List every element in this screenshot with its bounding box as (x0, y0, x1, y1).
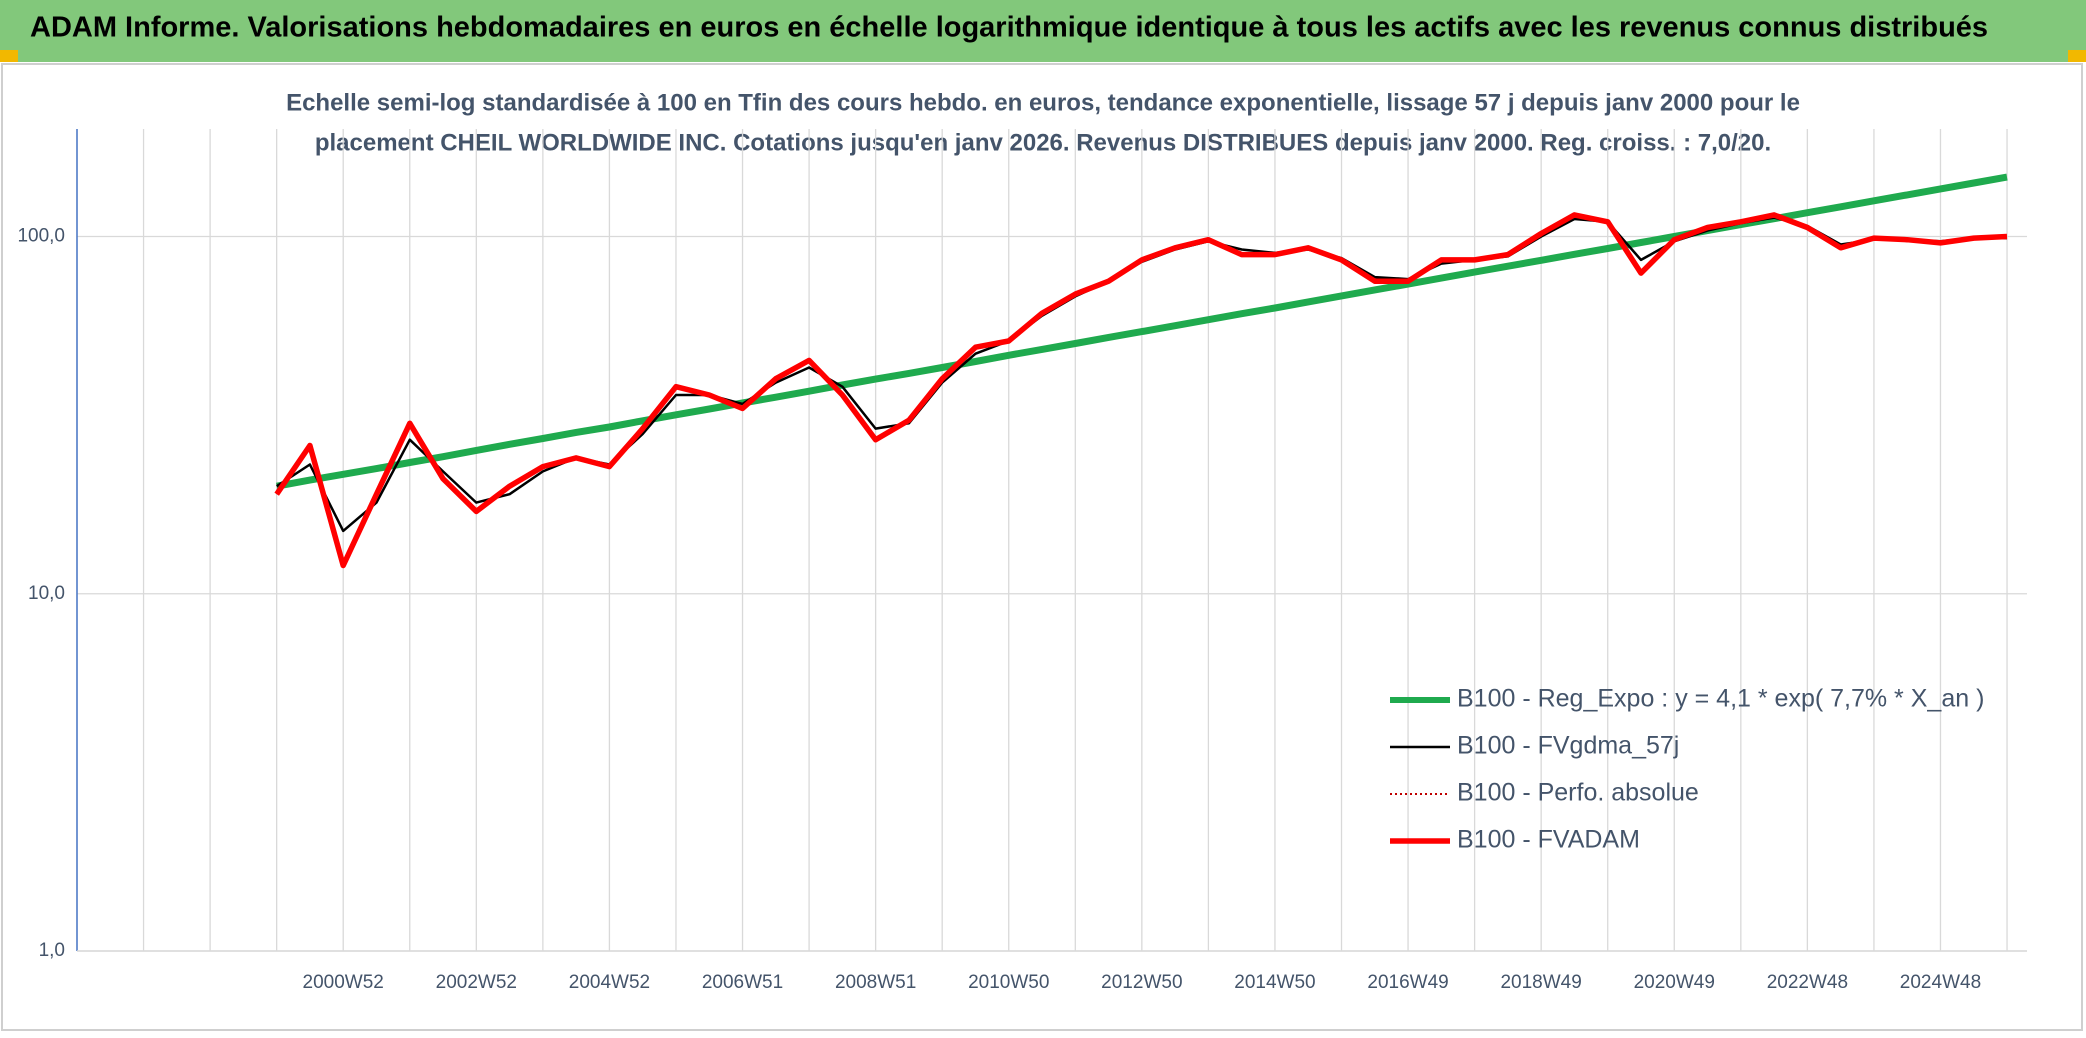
x-tick-label: 2000W52 (303, 972, 384, 993)
x-tick-label: 2002W52 (436, 972, 517, 993)
y-tick-label: 1,0 (39, 940, 65, 961)
corner-mark (2068, 50, 2086, 62)
x-tick-label: 2024W48 (1900, 972, 1981, 993)
series-line (274, 212, 2008, 569)
legend-label: B100 - Reg_Expo : y = 4,1 * exp( 7,7% * … (1457, 685, 1984, 713)
x-tick-label: 2022W48 (1767, 972, 1848, 993)
chart-frame (1, 63, 2083, 1031)
y-tick-label: 100,0 (17, 226, 65, 247)
legend-label: B100 - FVADAM (1457, 826, 1640, 854)
corner-mark (0, 50, 18, 62)
chart-subtitle: placement CHEIL WORLDWIDE INC. Cotations… (315, 129, 1771, 156)
chart-subtitle: Echelle semi-log standardisée à 100 en T… (286, 89, 1800, 116)
x-tick-label: 2004W52 (569, 972, 650, 993)
header-bar (0, 0, 2086, 62)
x-tick-label: 2012W50 (1101, 972, 1182, 993)
legend-label: B100 - FVgdma_57j (1457, 732, 1679, 760)
y-tick-label: 10,0 (28, 583, 65, 604)
x-tick-label: 2020W49 (1634, 972, 1715, 993)
x-tick-label: 2016W49 (1367, 972, 1448, 993)
x-tick-label: 2010W50 (968, 972, 1049, 993)
legend-label: B100 - Perfo. absolue (1457, 779, 1699, 807)
x-tick-label: 2014W50 (1234, 972, 1315, 993)
x-tick-label: 2006W51 (702, 972, 783, 993)
header-title: ADAM Informe. Valorisations hebdomadaire… (30, 12, 1988, 44)
x-tick-label: 2018W49 (1500, 972, 1581, 993)
x-tick-label: 2008W51 (835, 972, 916, 993)
